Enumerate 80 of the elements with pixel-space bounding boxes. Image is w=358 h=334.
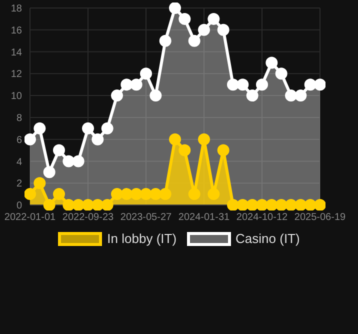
point <box>188 188 200 200</box>
y-tick-label: 2 <box>16 178 22 190</box>
point <box>169 2 181 14</box>
x-tick-label: 2024-10-12 <box>236 212 288 224</box>
point <box>150 188 162 200</box>
y-tick-label: 14 <box>10 47 22 58</box>
legend-label: In lobby (IT) <box>107 231 177 246</box>
y-tick-label: 4 <box>16 156 22 168</box>
point <box>92 133 104 146</box>
point <box>24 133 36 146</box>
point <box>159 188 172 200</box>
point <box>72 155 84 168</box>
point <box>266 56 278 69</box>
point <box>159 34 172 47</box>
point <box>208 188 220 200</box>
point <box>304 199 316 210</box>
point <box>62 199 75 210</box>
point <box>34 122 46 134</box>
point <box>150 90 162 102</box>
point <box>275 199 288 210</box>
point <box>294 199 307 210</box>
point <box>120 78 133 91</box>
point <box>120 188 133 200</box>
point <box>24 188 36 200</box>
y-tick-label: 18 <box>10 4 22 15</box>
point <box>198 24 210 36</box>
point <box>236 78 249 91</box>
point <box>314 199 326 210</box>
point <box>43 199 56 210</box>
x-tick-label: 2024-01-31 <box>178 212 230 224</box>
y-tick-label: 6 <box>16 134 22 146</box>
point <box>256 78 268 91</box>
point <box>140 68 152 80</box>
point <box>246 199 258 210</box>
point <box>178 144 191 156</box>
x-tick-label: 2022-09-23 <box>62 212 114 224</box>
point <box>236 199 249 210</box>
point <box>208 12 220 25</box>
x-tick-label: 2025-06-19 <box>294 212 346 224</box>
point <box>130 188 142 200</box>
point <box>111 188 123 200</box>
point <box>294 90 307 102</box>
point <box>178 12 191 25</box>
legend-label: Casino (IT) <box>236 231 300 246</box>
point <box>92 199 104 210</box>
point <box>246 90 258 102</box>
point <box>275 68 288 80</box>
x-tick-label: 2022-01-01 <box>4 212 56 224</box>
point <box>188 34 200 47</box>
point <box>217 24 230 36</box>
y-tick-label: 12 <box>10 69 22 80</box>
x-tick-label: 2023-05-27 <box>120 212 172 224</box>
point <box>62 155 75 168</box>
point <box>285 199 297 210</box>
y-tick-label: 10 <box>10 91 22 102</box>
point <box>266 199 278 210</box>
y-tick-label: 8 <box>16 112 22 124</box>
point <box>169 133 181 146</box>
point <box>82 199 94 210</box>
point <box>72 199 84 210</box>
point <box>53 144 65 156</box>
point <box>227 199 239 210</box>
point <box>101 199 114 210</box>
point <box>227 78 239 91</box>
point <box>140 188 152 200</box>
point <box>43 166 56 178</box>
point <box>111 90 123 102</box>
point <box>130 78 142 91</box>
point <box>101 122 114 134</box>
point <box>285 90 297 102</box>
point <box>82 122 94 134</box>
point <box>34 177 46 190</box>
y-tick-label: 16 <box>10 25 22 36</box>
point <box>304 78 316 91</box>
point <box>217 144 230 156</box>
point <box>314 78 326 91</box>
y-tick-label: 0 <box>16 200 22 212</box>
point <box>256 199 268 210</box>
point <box>53 188 65 200</box>
point <box>198 133 210 146</box>
